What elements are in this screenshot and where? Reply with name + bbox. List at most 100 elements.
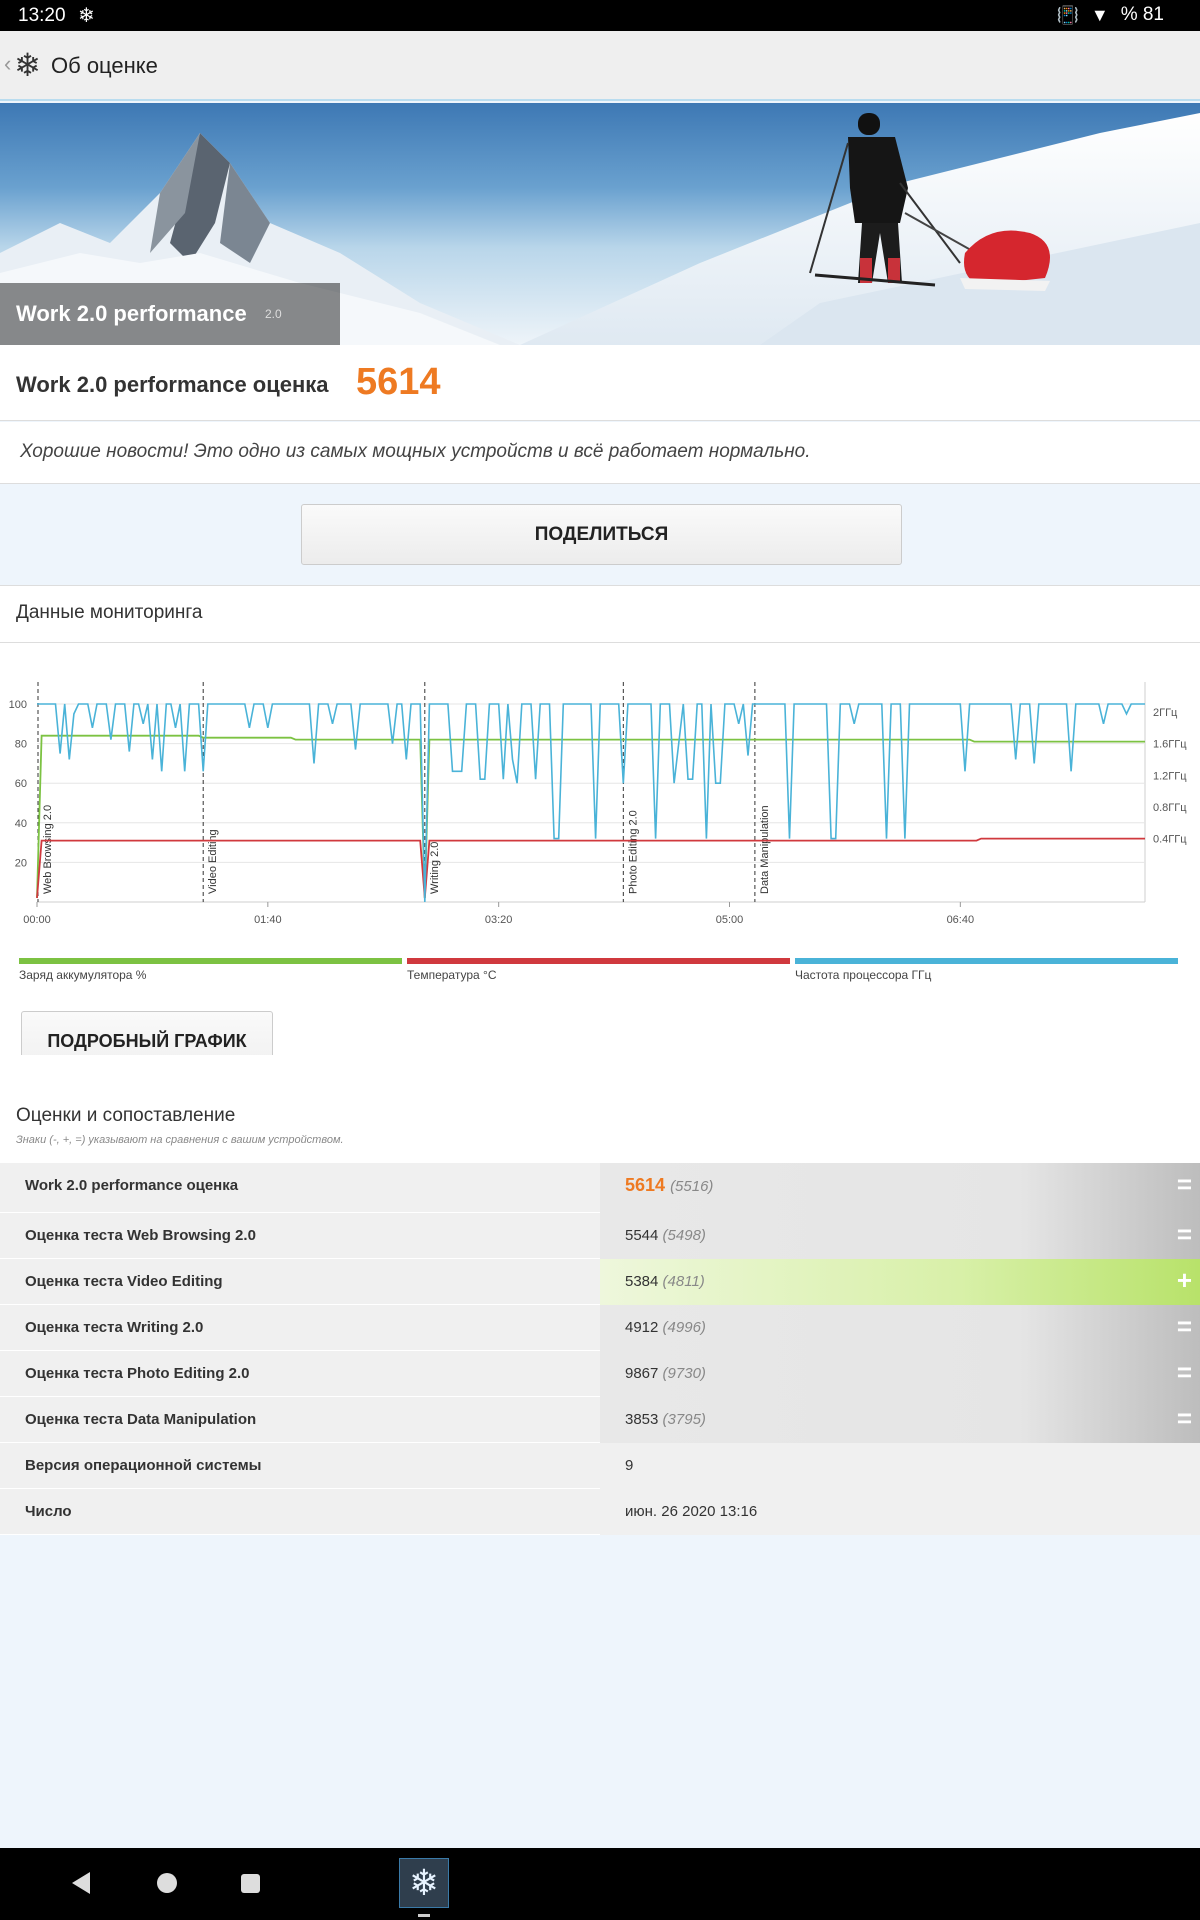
chart-series-line bbox=[36, 837, 1145, 899]
navigation-bar: ❄ bbox=[0, 1848, 1200, 1920]
chart-y-tick-label: 20 bbox=[15, 857, 27, 869]
comparison-row-value: июн. 26 2020 13:16 bbox=[625, 1503, 757, 1520]
comparison-row-score: 9 bbox=[625, 1457, 634, 1474]
comparison-row-label: Версия операционной системы bbox=[25, 1457, 262, 1474]
comparison-row-value: 5544 (5498) bbox=[625, 1227, 706, 1244]
comparison-row-reference: (9730) bbox=[662, 1365, 706, 1382]
comparison-sign-icon: = bbox=[1176, 1403, 1192, 1433]
chart-x-tick-label: 05:00 bbox=[716, 914, 744, 926]
comparison-row: Оценка теста Data Manipulation 3853 (3795… bbox=[0, 1397, 1200, 1443]
wifi-icon: ▼ bbox=[1090, 4, 1109, 25]
chart-y-tick-label: 40 bbox=[15, 818, 27, 830]
comparison-title: Оценки и сопоставление bbox=[16, 1105, 236, 1126]
legend-battery: Заряд аккумулятора % bbox=[19, 958, 402, 982]
comparison-row: Оценка теста Video Editing 5384 (4811) + bbox=[0, 1259, 1200, 1305]
comparison-row-value-cell: 9867 (9730) = bbox=[600, 1351, 1200, 1397]
chart-y2-tick-label: 1.2ГГц bbox=[1153, 770, 1187, 782]
app-bar-title: Об оценке bbox=[51, 53, 158, 78]
nav-recents-icon[interactable] bbox=[241, 1874, 260, 1893]
comparison-sign-icon: + bbox=[1176, 1265, 1192, 1295]
chart-x-tick-label: 06:40 bbox=[947, 914, 975, 926]
chart-marker-label: Writing 2.0 bbox=[429, 842, 441, 894]
comparison-row-value-cell: июн. 26 2020 13:16 bbox=[600, 1489, 1200, 1535]
comparison-note: Знаки (-, +, =) указывают на сравнения с… bbox=[16, 1134, 344, 1146]
vibrate-icon: 📳 bbox=[1056, 4, 1079, 25]
app-logo-icon[interactable]: ❄ bbox=[14, 47, 41, 83]
comparison-row-value-cell: 5544 (5498) = bbox=[600, 1213, 1200, 1259]
comparison-row-reference: (5498) bbox=[662, 1227, 706, 1244]
hero-label-strip bbox=[0, 283, 340, 345]
message-panel: Хорошие новости! Это одно из самых мощны… bbox=[0, 422, 1200, 484]
comparison-sign-icon: = bbox=[1176, 1169, 1192, 1199]
comparison-sign-icon: = bbox=[1176, 1219, 1192, 1249]
chart-y-tick-label: 100 bbox=[9, 699, 27, 711]
active-app-indicator bbox=[418, 1914, 430, 1917]
legend-temperature-label: Температура °C bbox=[407, 968, 497, 982]
chart-x-tick-label: 01:40 bbox=[254, 914, 282, 926]
divider bbox=[0, 642, 1200, 643]
legend-cpu-label: Частота процессора ГГц bbox=[795, 968, 932, 982]
chart-series-line bbox=[37, 703, 1145, 903]
comparison-row-value-cell: 4912 (4996) = bbox=[600, 1305, 1200, 1351]
chart-y2-tick-label: 1.6ГГц bbox=[1153, 739, 1187, 751]
comparison-row: Версия операционной системы 9 bbox=[0, 1443, 1200, 1489]
hero-version: 2.0 bbox=[265, 307, 282, 321]
skier bbox=[809, 113, 986, 287]
comparison-row-value: 4912 (4996) bbox=[625, 1319, 706, 1336]
comparison-row-value-cell: 5384 (4811) + bbox=[600, 1259, 1200, 1305]
legend-cpu: Частота процессора ГГц bbox=[795, 958, 1178, 982]
comparison-row-label: Work 2.0 performance оценка bbox=[25, 1177, 239, 1194]
chart-x-tick-label: 00:00 bbox=[23, 914, 51, 926]
app-bar: ‹ ❄ Об оценке bbox=[0, 31, 1200, 101]
share-button[interactable]: ПОДЕЛИТЬСЯ bbox=[301, 504, 902, 565]
comparison-row-reference: (5516) bbox=[670, 1178, 714, 1195]
comparison-row-label: Оценка теста Data Manipulation bbox=[25, 1411, 257, 1428]
comparison-row: Число июн. 26 2020 13:16 bbox=[0, 1489, 1200, 1535]
comparison-row-value: 9867 (9730) bbox=[625, 1365, 706, 1382]
chart-y-tick-label: 80 bbox=[15, 739, 27, 751]
chart-marker-label: Video Editing bbox=[207, 829, 219, 894]
legend-cpu-swatch bbox=[795, 958, 1178, 964]
hero-title: Work 2.0 performance bbox=[16, 301, 247, 326]
monitoring-chart[interactable]: 100 80 60 40 20 2ГГц 1.6ГГц 1.2ГГц 0.8ГГц 0.4ГГц 0… bbox=[0, 646, 1200, 951]
chart-marker-label: Photo Editing 2.0 bbox=[627, 810, 639, 894]
chart-series-line bbox=[36, 734, 1145, 899]
legend-battery-label: Заряд аккумулятора % bbox=[19, 968, 147, 982]
comparison-row: Оценка теста Web Browsing 2.0 5544 (5498)… bbox=[0, 1213, 1200, 1259]
hero-banner: Work 2.0 performance 2.0 bbox=[0, 103, 1200, 345]
comparison-row-value: 5614 (5516) bbox=[625, 1175, 713, 1196]
comparison-row-score: 5384 bbox=[625, 1273, 659, 1290]
chart-x-tick-label: 03:20 bbox=[485, 914, 513, 926]
nav-back-icon[interactable] bbox=[72, 1872, 90, 1894]
chart-marker-label: Data Manipulation bbox=[759, 805, 771, 894]
score-panel: Work 2.0 performance оценка 5614 bbox=[0, 345, 1200, 421]
legend-temperature-swatch bbox=[407, 958, 790, 964]
comparison-row-reference: (4996) bbox=[662, 1319, 706, 1336]
score-value: 5614 bbox=[356, 361, 441, 403]
nav-home-icon[interactable] bbox=[157, 1873, 177, 1893]
status-bar: 13:20 ❄ 📳 ▼ % 81 bbox=[0, 0, 1200, 31]
chart-y-tick-label: 60 bbox=[15, 778, 27, 790]
comparison-row-value: 9 bbox=[625, 1457, 633, 1474]
legend-battery-swatch bbox=[19, 958, 402, 964]
comparison-row-value: 5384 (4811) bbox=[625, 1273, 705, 1290]
comparison-row-value-cell: 9 bbox=[600, 1443, 1200, 1489]
hero-illustration bbox=[0, 113, 1200, 345]
comparison-row-score: 4912 bbox=[625, 1319, 659, 1336]
comparison-row-reference: (4811) bbox=[662, 1273, 705, 1290]
comparison-row-label: Оценка теста Writing 2.0 bbox=[25, 1319, 204, 1336]
comparison-table: Work 2.0 performance оценка 5614 (5516) = О… bbox=[0, 1163, 1200, 1535]
score-label: Work 2.0 performance оценка bbox=[16, 372, 329, 397]
comparison-row-value: 3853 (3795) bbox=[625, 1411, 706, 1428]
comparison-row-score: июн. 26 2020 13:16 bbox=[625, 1503, 758, 1520]
chart-y2-tick-label: 0.8ГГц bbox=[1153, 802, 1187, 814]
comparison-row-score: 9867 bbox=[625, 1365, 659, 1382]
chart-y2-tick-label: 0.4ГГц bbox=[1153, 834, 1187, 846]
comparison-row-score: 5614 bbox=[625, 1175, 666, 1195]
comparison-row: Work 2.0 performance оценка 5614 (5516) = bbox=[0, 1163, 1200, 1213]
back-chevron-icon[interactable]: ‹ bbox=[4, 51, 12, 76]
comparison-row-label: Оценка теста Video Editing bbox=[25, 1273, 223, 1290]
pcmark-app-icon[interactable]: ❄ bbox=[399, 1858, 449, 1908]
battery-level: % 81 bbox=[1120, 4, 1164, 25]
comparison-sign-icon: = bbox=[1176, 1311, 1192, 1341]
